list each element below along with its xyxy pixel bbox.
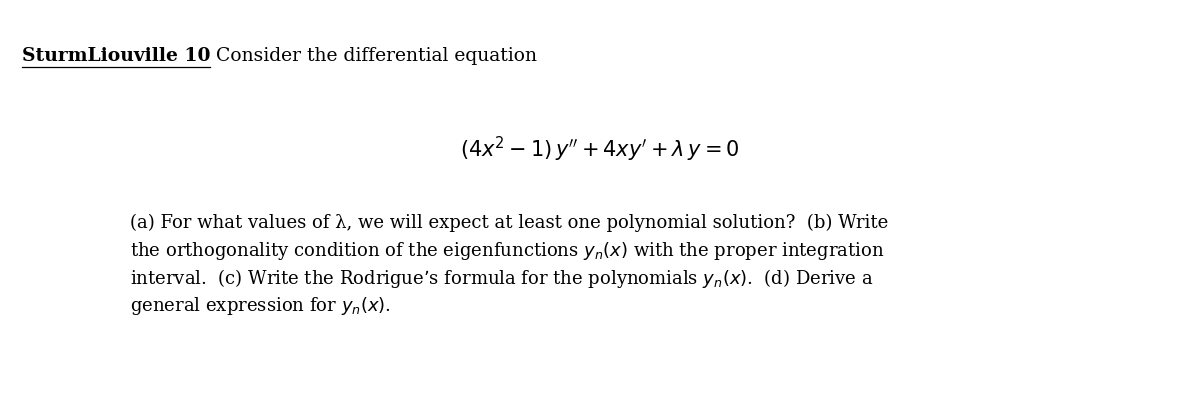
Text: general expression for $y_n(x)$.: general expression for $y_n(x)$. — [130, 295, 390, 316]
Text: interval.  (c) Write the Rodrigue’s formula for the polynomials $y_n(x)$.  (d) D: interval. (c) Write the Rodrigue’s formu… — [130, 267, 872, 290]
Text: SturmLiouville 10: SturmLiouville 10 — [22, 47, 210, 66]
Text: Consider the differential equation: Consider the differential equation — [210, 47, 538, 66]
Text: the orthogonality condition of the eigenfunctions $y_n(x)$ with the proper integ: the orthogonality condition of the eigen… — [130, 241, 884, 262]
Text: $(4x^2 - 1)\, y^{\prime\prime} + 4xy^{\prime} + \lambda\, y = 0$: $(4x^2 - 1)\, y^{\prime\prime} + 4xy^{\p… — [461, 134, 739, 164]
Text: (a) For what values of λ, we will expect at least one polynomial solution?  (b) : (a) For what values of λ, we will expect… — [130, 213, 888, 231]
